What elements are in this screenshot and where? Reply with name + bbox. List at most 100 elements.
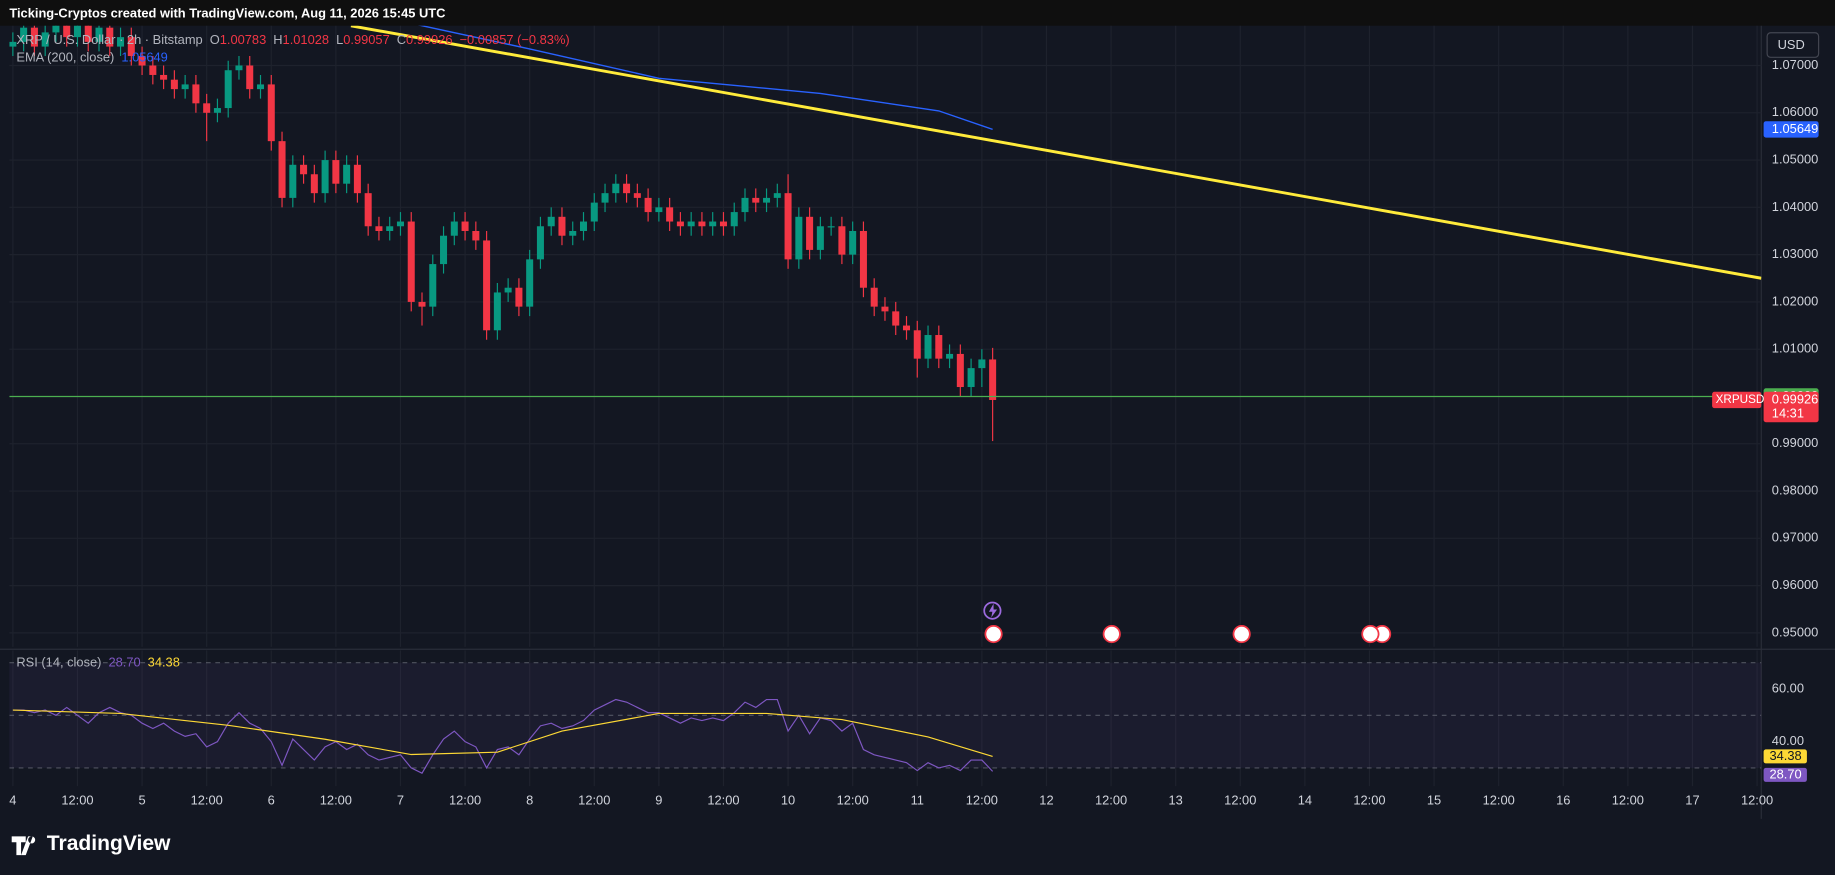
rsi-ma-value: 34.38: [148, 655, 180, 670]
x-tick-label: 12:00: [837, 793, 869, 808]
x-tick-label: 7: [397, 793, 404, 808]
event-flag[interactable]: [984, 624, 1003, 644]
candle-body: [95, 27, 103, 42]
rsi-pane: [9, 662, 1762, 774]
symbol-legend: XRP / U.S. Dollar · 2h · Bitstamp O1.0078…: [16, 32, 569, 47]
x-tick-label: 12:00: [191, 793, 223, 808]
rsi-line: [12, 698, 994, 774]
currency-button[interactable]: [1766, 32, 1820, 58]
x-tick-label: 12:00: [1483, 793, 1515, 808]
candle-body: [515, 287, 523, 307]
candle-body: [9, 41, 17, 47]
candle-body: [902, 325, 911, 331]
ohlc-key: H: [273, 32, 282, 47]
candle-body: [353, 164, 361, 194]
candle-body: [881, 306, 889, 312]
ema-legend: EMA (200, close) 1.05649: [16, 50, 167, 65]
rsi-tick-label: 40.00: [1772, 733, 1804, 748]
candle-body: [504, 287, 512, 293]
rsi-badge: [1763, 767, 1807, 782]
x-tick-label: 12:00: [61, 793, 93, 808]
candle-body: [246, 65, 254, 90]
candle-body: [666, 207, 674, 222]
candle-body: [784, 193, 792, 260]
candle-body: [472, 230, 480, 241]
candle-body: [978, 359, 986, 369]
candle-body: [267, 84, 275, 142]
ema-line: [418, 25, 993, 131]
x-tick-label: 13: [1169, 793, 1183, 808]
candle-body: [396, 221, 404, 227]
x-tick-label: 12:00: [1224, 793, 1256, 808]
candle-body: [633, 193, 641, 198]
price-badge: [1763, 121, 1819, 138]
candle-body: [321, 160, 329, 194]
candle-body: [601, 193, 609, 203]
candle-body: [278, 141, 286, 198]
candle-body: [160, 74, 168, 80]
x-tick-label: 12:00: [966, 793, 998, 808]
y-tick-label: 1.02000: [1772, 293, 1818, 308]
candle-body: [730, 212, 738, 227]
y-tick-label: 0.99000: [1772, 435, 1818, 450]
ohlc-value: 1.01028: [283, 32, 329, 47]
candle-body: [827, 226, 835, 228]
x-tick-label: 9: [655, 793, 662, 808]
candle-body: [967, 368, 975, 388]
candle-body: [170, 79, 178, 90]
last-price-badge: [1763, 391, 1819, 423]
candle-body: [590, 202, 598, 222]
attribution-bar: [0, 0, 1835, 26]
candle-body: [20, 27, 28, 42]
y-tick-label: 1.04000: [1772, 199, 1818, 214]
candle-body: [256, 84, 265, 90]
y-tick-label: 1.06000: [1772, 104, 1818, 119]
candle-body: [203, 103, 211, 113]
candle-body: [935, 335, 943, 359]
candle-body: [224, 70, 232, 109]
candle-body: [709, 221, 717, 227]
candle-body: [343, 164, 351, 184]
rsi-ma-line: [12, 709, 993, 757]
y-tick-label: 1.07000: [1772, 57, 1818, 72]
candle-body: [418, 301, 426, 307]
candle-body: [526, 259, 534, 307]
candle-body: [41, 32, 49, 47]
ohlc-value: 1.00783: [220, 32, 266, 47]
change: −0.00857 (−0.83%): [460, 32, 570, 47]
ohlc-key: L: [336, 32, 343, 47]
rsi-tick-label: 60.00: [1772, 680, 1804, 695]
countdown: 14:31: [1772, 405, 1804, 420]
x-tick-label: 10: [781, 793, 795, 808]
ema-value: 1.05649: [121, 50, 167, 65]
candle-body: [870, 287, 878, 307]
candle-body: [300, 164, 308, 175]
symbol: XRP / U.S. Dollar · 2h · Bitstamp: [16, 32, 202, 47]
x-tick-label: 12:00: [1741, 793, 1773, 808]
x-tick-label: 16: [1556, 793, 1570, 808]
event-icons: [983, 601, 1392, 644]
candle-body: [655, 207, 663, 213]
candle-body: [375, 226, 383, 231]
x-tick-label: 11: [911, 793, 924, 808]
x-tick-label: 12:00: [449, 793, 481, 808]
symbol-badge-label: XRPUSD: [1716, 393, 1765, 406]
logo-mark: [11, 836, 36, 856]
candle-body: [676, 221, 684, 227]
currency: USD: [1778, 37, 1805, 52]
candle-body: [386, 226, 394, 231]
x-tick-label: 12:00: [320, 793, 352, 808]
candle-body: [364, 193, 372, 227]
x-tick-label: 12:00: [578, 793, 610, 808]
event-flag[interactable]: [1102, 624, 1121, 644]
event-flag[interactable]: [1232, 624, 1251, 644]
candle-body: [752, 197, 760, 203]
event-flag[interactable]: [1361, 624, 1380, 644]
x-tick-label: 17: [1685, 793, 1699, 808]
candle-body: [849, 230, 857, 255]
ohlc-key: C: [397, 32, 406, 47]
x-tick-label: 12:00: [1095, 793, 1127, 808]
candle-body: [493, 292, 501, 331]
candle-body: [579, 221, 588, 231]
